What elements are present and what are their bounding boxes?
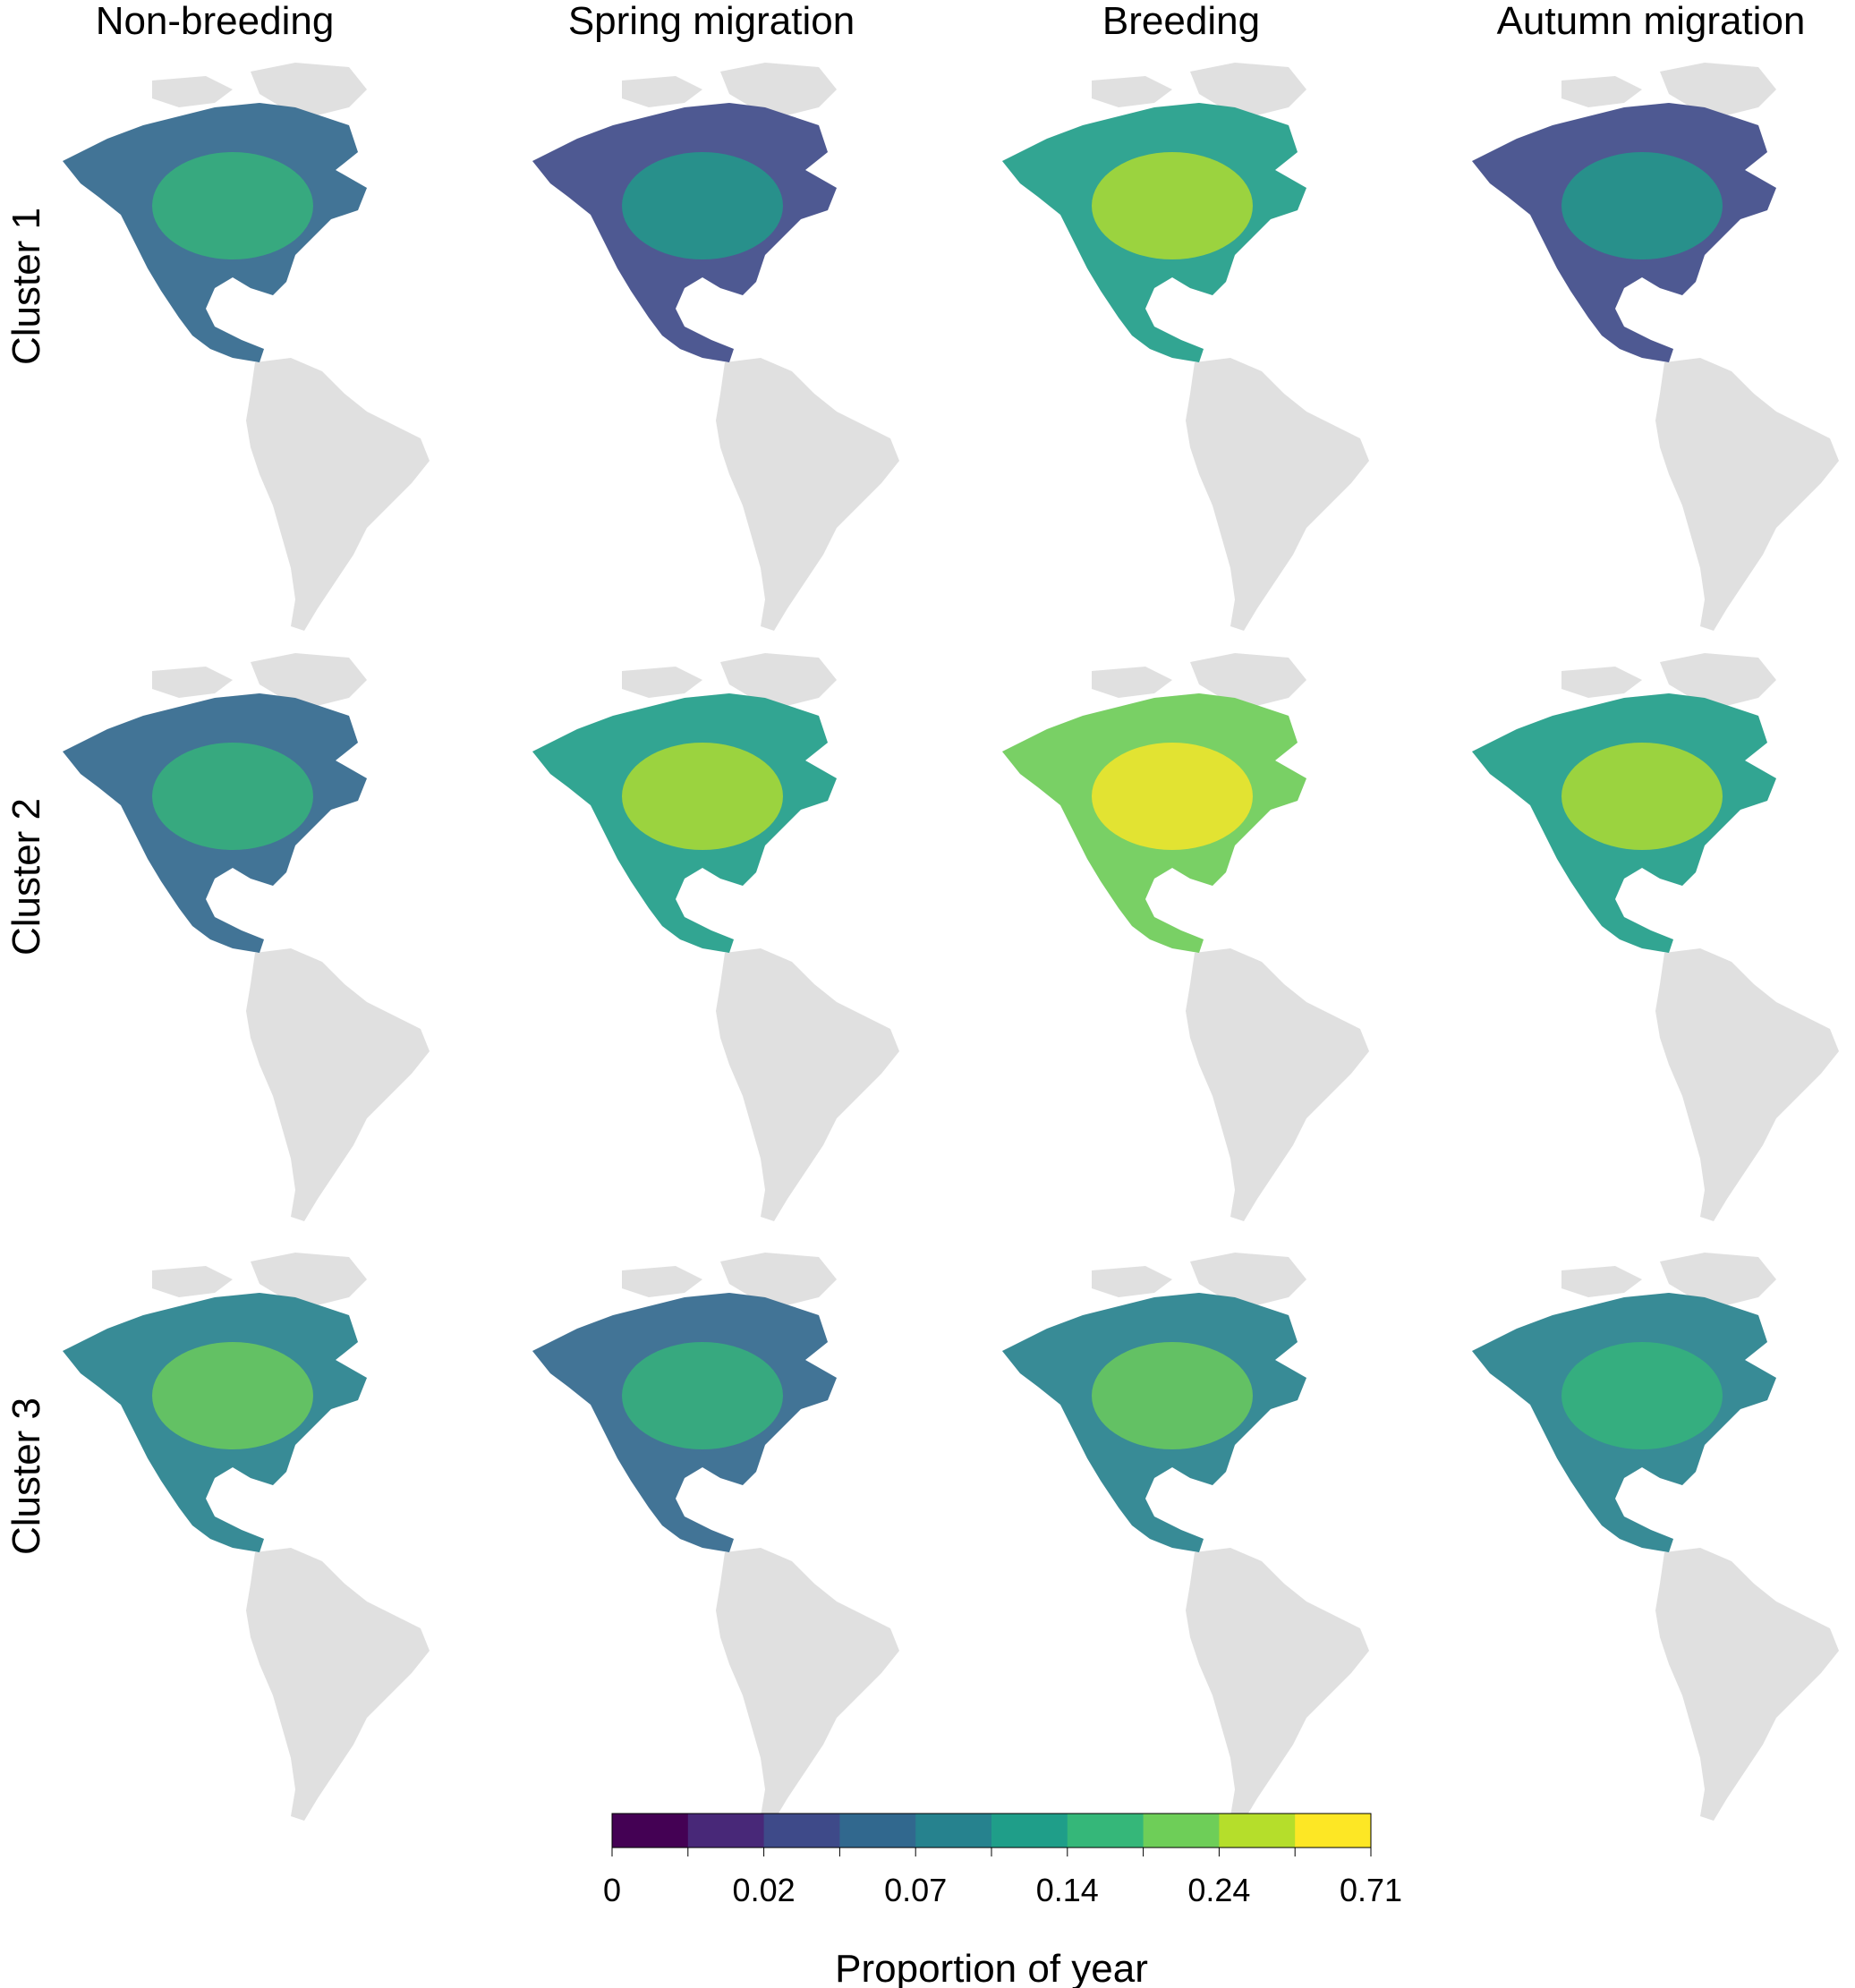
- greenland: [1660, 653, 1776, 707]
- map-panel-r3-c3: [1002, 1253, 1369, 1821]
- south-america: [716, 948, 899, 1221]
- column-title-spring-migration: Spring migration: [567, 0, 855, 43]
- greenland: [1190, 653, 1306, 707]
- legend-tick-label: 0.24: [1187, 1872, 1250, 1908]
- legend-tick-label: 0.07: [884, 1872, 947, 1908]
- legend-swatch: [839, 1814, 916, 1848]
- south-america: [1186, 948, 1369, 1221]
- arctic-islands: [622, 76, 702, 107]
- legend-tick-label: 0.71: [1340, 1872, 1402, 1908]
- legend-tick-label: 0: [603, 1872, 621, 1908]
- map-panel-r2-c2: [532, 653, 899, 1221]
- map-panel-r1-c2: [532, 63, 899, 631]
- greenland: [1190, 63, 1306, 116]
- south-america: [1655, 1548, 1839, 1821]
- map-panel-r3-c4: [1472, 1253, 1839, 1821]
- south-america: [246, 358, 430, 631]
- map-panel-r1-c4: [1472, 63, 1839, 631]
- column-title-autumn-migration: Autumn migration: [1496, 0, 1806, 43]
- south-america: [1186, 358, 1369, 631]
- map-panel-r2-c3: [1002, 653, 1369, 1221]
- greenland: [720, 653, 837, 707]
- map-panel-r2-c1: [63, 653, 430, 1221]
- column-title-non-breeding: Non-breeding: [95, 0, 335, 43]
- arctic-islands: [622, 667, 702, 698]
- greenland: [1660, 63, 1776, 116]
- legend-title: Proportion of year: [835, 1947, 1148, 1988]
- legend-tick-label: 0.02: [733, 1872, 796, 1908]
- arctic-islands: [1561, 1266, 1642, 1297]
- map-panel-r2-c4: [1472, 653, 1839, 1221]
- map-panel-r1-c3: [1002, 63, 1369, 631]
- legend-swatch: [915, 1814, 992, 1848]
- south-america: [246, 948, 430, 1221]
- legend-swatch: [1067, 1814, 1144, 1848]
- map-panel-r3-c2: [532, 1253, 899, 1821]
- legend-swatch: [1143, 1814, 1220, 1848]
- range-core: [622, 152, 783, 259]
- range-core: [622, 1342, 783, 1449]
- legend-swatch: [1295, 1814, 1372, 1848]
- greenland: [720, 1253, 837, 1306]
- range-core: [152, 152, 313, 259]
- legend-swatch: [612, 1814, 689, 1848]
- column-title-breeding: Breeding: [1102, 0, 1261, 43]
- legend-ticks: 0 0.02 0.07 0.14 0.24 0.71: [603, 1848, 1402, 1908]
- greenland: [720, 63, 837, 116]
- range-core: [1561, 152, 1723, 259]
- map-panel-r3-c1: [63, 1253, 430, 1821]
- arctic-islands: [1092, 667, 1172, 698]
- range-core: [1092, 1342, 1253, 1449]
- range-core: [152, 1342, 313, 1449]
- range-core: [622, 743, 783, 850]
- greenland: [1190, 1253, 1306, 1306]
- south-america: [1655, 948, 1839, 1221]
- legend-swatch: [991, 1814, 1068, 1848]
- arctic-islands: [622, 1266, 702, 1297]
- legend-colorbar: [611, 1813, 1372, 1848]
- greenland: [1660, 1253, 1776, 1306]
- range-core: [152, 743, 313, 850]
- range-core: [1092, 743, 1253, 850]
- greenland: [251, 1253, 367, 1306]
- arctic-islands: [152, 667, 233, 698]
- range-core: [1561, 1342, 1723, 1449]
- south-america: [1186, 1548, 1369, 1821]
- legend-swatch: [763, 1814, 840, 1848]
- range-core: [1092, 152, 1253, 259]
- range-core: [1561, 743, 1723, 850]
- legend-swatch: [1219, 1814, 1296, 1848]
- south-america: [1655, 358, 1839, 631]
- map-panel-r1-c1: [63, 63, 430, 631]
- greenland: [251, 63, 367, 116]
- south-america: [246, 1548, 430, 1821]
- arctic-islands: [1092, 76, 1172, 107]
- arctic-islands: [152, 1266, 233, 1297]
- south-america: [716, 358, 899, 631]
- legend-tick-label: 0.14: [1036, 1872, 1099, 1908]
- legend-swatch: [687, 1814, 765, 1848]
- south-america: [716, 1548, 899, 1821]
- arctic-islands: [1092, 1266, 1172, 1297]
- arctic-islands: [1561, 667, 1642, 698]
- arctic-islands: [152, 76, 233, 107]
- greenland: [251, 653, 367, 707]
- arctic-islands: [1561, 76, 1642, 107]
